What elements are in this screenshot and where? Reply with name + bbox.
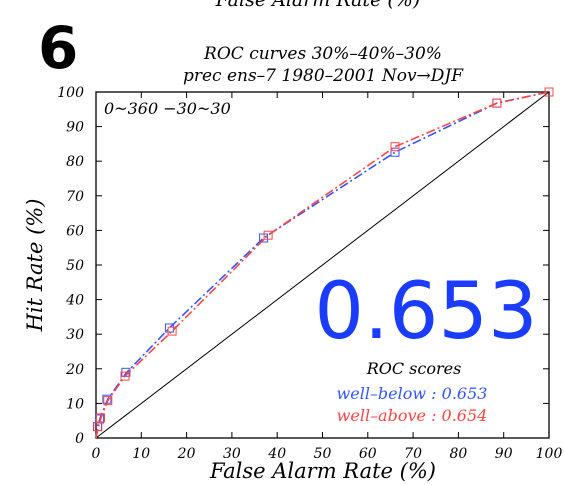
y-tick-label: 0 bbox=[75, 431, 84, 447]
x-tick-label: 40 bbox=[267, 446, 286, 462]
y-axis-ticks: 0 10 20 30 40 50 60 70 80 90 100 bbox=[57, 85, 549, 447]
roc-point-marker bbox=[164, 323, 174, 333]
x-tick-label: 90 bbox=[495, 446, 513, 462]
roc-point-marker bbox=[103, 396, 113, 406]
roc-point-marker bbox=[120, 371, 130, 381]
y-tick-label: 30 bbox=[66, 327, 84, 343]
roc-point-marker bbox=[96, 413, 105, 423]
roc-point-marker bbox=[167, 326, 177, 336]
roc-curve-well-above bbox=[95, 91, 550, 439]
x-tick-label: 70 bbox=[404, 446, 422, 462]
y-tick-label: 50 bbox=[66, 258, 84, 274]
x-tick-label: 0 bbox=[92, 446, 101, 462]
clipped-top-label: False Alarm Rate (%) bbox=[215, 0, 420, 11]
score-well-below: well–below : 0.653 bbox=[337, 384, 488, 403]
x-tick-label: 50 bbox=[314, 446, 332, 462]
roc-curve-well-below bbox=[95, 91, 550, 439]
y-axis-label: Hit Rate (%) bbox=[23, 199, 47, 333]
roc-point-marker bbox=[93, 422, 103, 432]
chart-title: ROC curves 30%–40%–30% bbox=[203, 44, 442, 64]
diagonal-reference-line bbox=[95, 91, 550, 439]
x-tick-label: 30 bbox=[223, 446, 241, 462]
x-tick-label: 60 bbox=[359, 446, 377, 462]
region-label: 0~360 −30~30 bbox=[104, 99, 231, 118]
x-tick-label: 20 bbox=[177, 446, 196, 462]
x-axis-ticks: 0 10 20 30 40 50 60 70 80 90 100 bbox=[92, 92, 563, 462]
x-tick-label: 80 bbox=[449, 446, 467, 462]
roc-scores-heading: ROC scores bbox=[366, 359, 462, 378]
roc-series-group bbox=[92, 87, 554, 439]
y-tick-label: 10 bbox=[66, 396, 84, 412]
y-tick-label: 90 bbox=[66, 120, 84, 136]
panel-number: 6 bbox=[38, 14, 78, 82]
roc-point-marker bbox=[492, 98, 502, 108]
x-tick-label: 10 bbox=[132, 446, 150, 462]
chart-subtitle: prec ens–7 1980–2001 Nov→DJF bbox=[183, 66, 464, 86]
y-tick-label: 80 bbox=[66, 154, 84, 170]
big-roc-score: 0.653 bbox=[314, 267, 537, 357]
score-well-above: well–above : 0.654 bbox=[337, 406, 488, 425]
y-tick-label: 40 bbox=[65, 293, 84, 309]
roc-point-marker bbox=[544, 87, 554, 97]
roc-point-marker bbox=[390, 142, 400, 152]
x-axis-label: False Alarm Rate (%) bbox=[209, 459, 436, 483]
roc-point-marker bbox=[263, 230, 273, 240]
roc-point-marker bbox=[390, 147, 400, 157]
x-tick-label: 100 bbox=[536, 446, 563, 462]
y-tick-label: 20 bbox=[65, 362, 84, 378]
y-tick-label: 100 bbox=[57, 85, 84, 101]
y-tick-label: 60 bbox=[66, 223, 84, 239]
y-tick-label: 70 bbox=[66, 189, 84, 205]
